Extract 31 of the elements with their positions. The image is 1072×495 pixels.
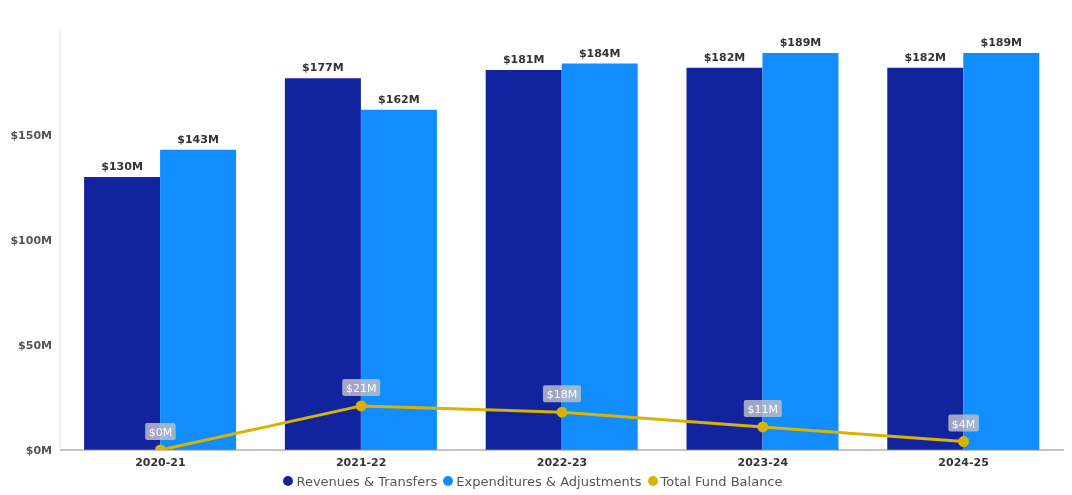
y-tick-label: $0M: [25, 443, 52, 457]
y-tick-label: $100M: [10, 233, 52, 247]
data-label: $184M: [578, 46, 621, 60]
data-label: $18M: [546, 388, 578, 402]
x-tick-label: 2024-25: [938, 455, 989, 469]
data-label: $189M: [779, 36, 822, 50]
point: [958, 436, 970, 448]
data-label: $177M: [302, 61, 344, 75]
y-tick-label: $150M: [10, 128, 52, 142]
legend-label: Expenditures & Adjustments: [455, 474, 642, 489]
legend-label: Total Fund Balance: [659, 474, 783, 489]
point: [757, 421, 769, 433]
x-tick-label: 2022-23: [536, 455, 588, 469]
data-label: $181M: [502, 52, 545, 66]
legend-label: Revenues & Transfers: [295, 474, 438, 489]
data-label: $182M: [703, 50, 746, 64]
data-label: $189M: [980, 36, 1023, 50]
point: [556, 406, 568, 418]
y-tick-label: $50M: [18, 338, 52, 352]
x-tick-label: 2020-21: [135, 455, 186, 469]
x-tick-label: 2021-22: [335, 455, 387, 469]
point: [355, 400, 367, 412]
x-tick-label: 2023-24: [737, 455, 789, 469]
data-label: $11M: [747, 402, 779, 416]
data-label: $4M: [951, 417, 976, 431]
data-label: $143M: [177, 132, 219, 146]
data-label: $182M: [904, 50, 947, 64]
data-label: $130M: [101, 160, 143, 173]
data-label: $0M: [148, 426, 173, 439]
data-label: $162M: [378, 92, 420, 106]
data-label: $21M: [345, 381, 377, 395]
